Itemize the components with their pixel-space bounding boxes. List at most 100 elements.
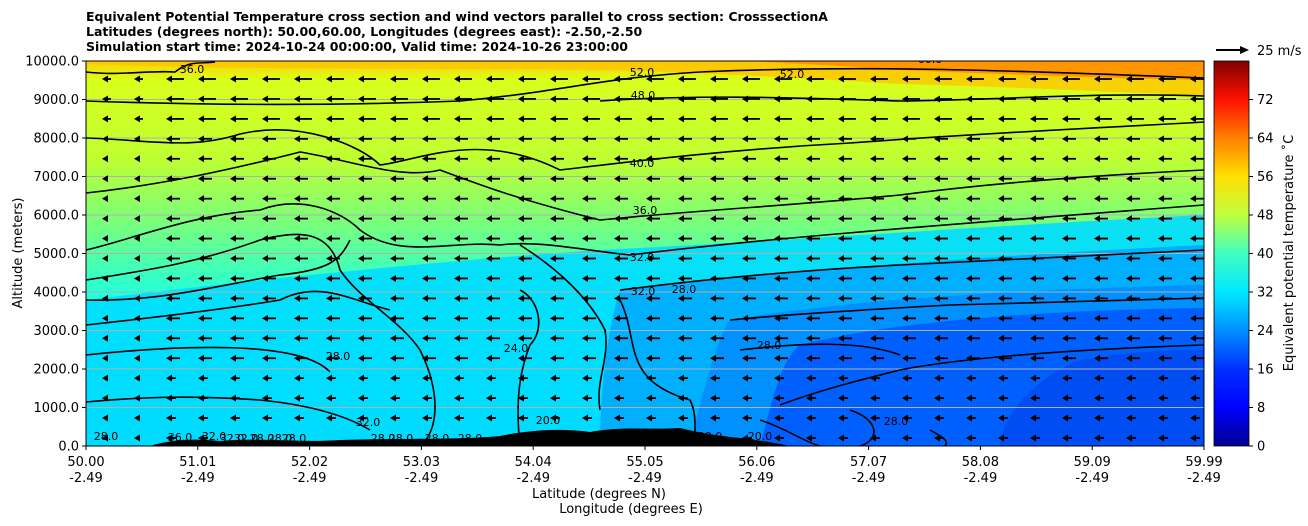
contour-line bbox=[86, 203, 1204, 256]
colorbar-tick-label: 72 bbox=[1257, 93, 1274, 108]
wind-vector bbox=[550, 394, 560, 402]
wind-vector bbox=[326, 394, 336, 402]
wind-vector bbox=[294, 255, 308, 262]
colorbar-tick-label: 8 bbox=[1257, 401, 1265, 416]
y-tick-label: 9000.0 bbox=[34, 93, 80, 108]
wind-vector bbox=[966, 414, 976, 422]
wind-vector bbox=[614, 354, 628, 362]
wind-vector bbox=[966, 274, 980, 282]
contour-line bbox=[86, 290, 391, 326]
wind-vector bbox=[582, 274, 596, 282]
wind-vector bbox=[198, 294, 212, 302]
wind-vector bbox=[966, 175, 980, 183]
wind-vector bbox=[198, 274, 212, 282]
wind-vector bbox=[358, 115, 376, 123]
x-tick-label-lon: -2.49 bbox=[628, 471, 662, 486]
wind-vector bbox=[614, 294, 628, 302]
wind-vector bbox=[966, 314, 980, 322]
wind-vector bbox=[262, 354, 276, 362]
wind-vector bbox=[454, 314, 468, 322]
wind-vector bbox=[262, 195, 276, 203]
wind-vector bbox=[358, 235, 372, 243]
wind-vector bbox=[934, 294, 948, 302]
wind-vector bbox=[870, 215, 884, 223]
wind-vector bbox=[1126, 255, 1140, 262]
wind-vector bbox=[294, 394, 304, 402]
x-axis-label-lon: Longitude (degrees E) bbox=[559, 502, 703, 517]
wind-vector bbox=[774, 334, 788, 342]
wind-vector bbox=[774, 155, 788, 163]
wind-vector bbox=[678, 195, 692, 203]
x-tick-label-lat: 53.03 bbox=[403, 455, 440, 470]
colorbar-tick-label: 16 bbox=[1257, 363, 1274, 378]
wind-vector bbox=[198, 95, 216, 103]
wind-vector bbox=[1062, 334, 1076, 342]
wind-vector bbox=[134, 75, 143, 83]
wind-vector bbox=[902, 75, 920, 83]
wind-vector bbox=[390, 354, 404, 362]
wind-vector bbox=[710, 394, 720, 402]
wind-vector bbox=[422, 334, 436, 342]
wind-vector bbox=[550, 374, 560, 382]
wind-vector bbox=[262, 255, 276, 262]
wind-vector bbox=[1030, 294, 1044, 302]
wind-vector bbox=[134, 334, 140, 342]
wind-vector bbox=[262, 215, 276, 223]
contour-label: 32.0 bbox=[631, 285, 656, 298]
wind-vector bbox=[198, 414, 208, 422]
wind-vector bbox=[518, 75, 536, 83]
wind-vector bbox=[230, 175, 244, 183]
wind-vector bbox=[710, 294, 724, 302]
wind-vector bbox=[1158, 255, 1172, 262]
y-axis: 0.0 1000.0 2000.0 3000.0 4000.0 5000.0 6000.0 7… bbox=[25, 55, 86, 455]
wind-vector bbox=[1190, 314, 1204, 322]
wind-vector bbox=[294, 115, 312, 123]
wind-vector bbox=[166, 274, 180, 282]
wind-vector bbox=[774, 215, 788, 223]
x-tick-label-lon: -2.49 bbox=[516, 471, 550, 486]
wind-vector bbox=[422, 255, 436, 262]
wind-vector bbox=[1062, 95, 1080, 103]
wind-vector bbox=[966, 195, 980, 203]
wind-vector bbox=[1190, 354, 1204, 362]
wind-vector bbox=[902, 235, 916, 243]
wind-vector bbox=[294, 155, 308, 163]
wind-vector bbox=[966, 235, 980, 243]
wind-vector bbox=[262, 115, 280, 123]
wind-vector bbox=[838, 394, 848, 402]
contour-line bbox=[86, 346, 331, 373]
wind-vector bbox=[1158, 75, 1176, 83]
wind-vector bbox=[294, 75, 312, 83]
wind-vector bbox=[710, 334, 724, 342]
wind-vector bbox=[582, 414, 592, 422]
wind-vector bbox=[102, 274, 108, 282]
wind-vector bbox=[422, 135, 436, 143]
wind-vector bbox=[998, 314, 1012, 322]
wind-vector bbox=[390, 95, 408, 103]
wind-vector bbox=[774, 314, 788, 322]
contour-line bbox=[759, 419, 821, 446]
contour-line bbox=[779, 344, 1204, 406]
wind-vector bbox=[614, 414, 624, 422]
wind-vector bbox=[326, 75, 344, 83]
contour-line bbox=[517, 289, 540, 446]
title-line-1: Equivalent Potential Temperature cross s… bbox=[86, 9, 828, 24]
wind-vector bbox=[838, 195, 852, 203]
wind-vector bbox=[326, 215, 340, 223]
x-tick-label-lon: -2.49 bbox=[964, 471, 998, 486]
contour-line bbox=[86, 151, 1204, 221]
wind-vector bbox=[230, 394, 240, 402]
wind-vector bbox=[582, 95, 600, 103]
wind-vector bbox=[422, 155, 436, 163]
wind-vector bbox=[582, 175, 596, 183]
wind-vector bbox=[486, 235, 500, 243]
wind-vector bbox=[774, 135, 788, 143]
wind-vector bbox=[710, 175, 724, 183]
wind-vector bbox=[710, 414, 720, 422]
wind-vector bbox=[1062, 394, 1072, 402]
plot-area: 52.0 48.0 40.0 36.0 32.0 32.0 28.0 28.0 24.0 36.0… bbox=[86, 61, 1204, 446]
wind-vector bbox=[454, 394, 464, 402]
wind-vector bbox=[1094, 195, 1108, 203]
wind-vector bbox=[582, 195, 596, 203]
wind-vector bbox=[742, 155, 756, 163]
